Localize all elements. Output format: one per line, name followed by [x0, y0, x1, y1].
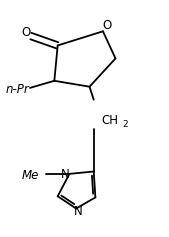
Text: O: O	[103, 19, 112, 32]
Text: n-Pr: n-Pr	[5, 83, 29, 96]
Text: Me: Me	[22, 169, 39, 182]
Text: O: O	[21, 26, 30, 39]
Text: N: N	[74, 205, 82, 218]
Text: CH: CH	[101, 114, 118, 127]
Text: 2: 2	[122, 120, 128, 129]
Text: N: N	[61, 168, 70, 181]
